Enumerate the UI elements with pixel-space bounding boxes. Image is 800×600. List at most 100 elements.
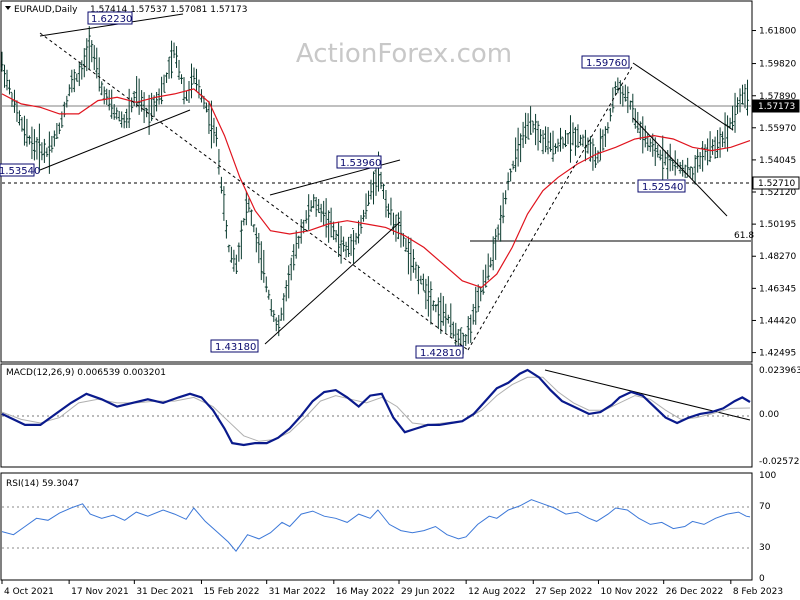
price-bar [359,215,363,234]
price-bar [252,224,256,233]
price-bar [364,193,368,220]
price-bar [638,121,642,141]
price-bar [75,73,79,82]
price-bar [127,88,131,128]
price-tick-label: 1.55970 [759,124,796,134]
price-bar [82,48,86,78]
price-bar [521,121,525,148]
price-bar [593,147,597,168]
trendline-downtrend-dashed [39,32,469,351]
price-bar [561,136,565,149]
trendlines [39,13,751,421]
price-bar [501,192,505,224]
trendline-fall-upper [632,62,734,131]
price-bar [122,114,126,129]
price-bar [22,115,26,146]
price-bar [673,150,677,176]
price-bar [192,67,196,85]
price-bar [466,316,470,344]
price-bar [5,69,9,91]
rsi-header: RSI(14) 59.3047 [6,479,79,489]
price-bar [287,265,291,299]
price-bar [257,232,261,264]
price-bar [259,241,263,281]
price-axis: 1.61800 1.59820 1.57890 1.55970 1.54045 1.521… [752,27,796,359]
price-bars [0,26,750,359]
label-low-1-5354: 1.53540 [0,163,40,177]
price-bar [369,179,373,200]
collapse-triangle-icon[interactable] [5,6,11,10]
price-bar [17,110,21,126]
watermark: ActionForex.com [296,39,512,69]
price-bar [698,151,702,169]
svg-text:1.43180: 1.43180 [215,342,256,353]
price-bar [274,317,278,332]
price-bar [486,253,490,281]
date-tick-label: 17 Nov 2021 [71,587,129,597]
price-bar [613,81,617,95]
price-bar [194,68,198,91]
price-bar [307,194,311,230]
price-bar [237,242,241,262]
price-bar [399,210,403,248]
price-tick-label: 1.54045 [759,156,796,166]
price-tick-label: 1.46345 [759,284,796,294]
price-bar [531,120,535,133]
svg-text:1.42810: 1.42810 [420,348,461,359]
price-bar [55,122,59,139]
price-bar [474,286,478,325]
price-bar [354,232,358,245]
price-bar [247,198,251,213]
price-bar [718,127,722,158]
date-tick-label: 4 Oct 2021 [4,587,54,597]
price-bar [476,284,480,312]
price-bar [10,91,14,107]
price-bar [716,130,720,159]
price-bar [234,254,238,275]
price-bar [578,134,582,146]
price-bar [219,176,223,194]
price-bar [656,145,660,158]
price-bar [132,90,136,106]
price-bar [451,321,455,339]
price-bar [189,63,193,99]
price-bar [30,126,34,160]
price-bar [150,92,154,122]
macd-axis: 0.023963 0.00 -0.025726 [759,366,800,467]
price-header: EURAUD,Daily 1.57414 1.57537 1.57081 1.5… [5,5,247,15]
macd-panel-frame [0,363,753,468]
price-bar [294,230,298,259]
price-bar [556,138,560,152]
price-bar [167,56,171,79]
price-bar [499,205,503,242]
price-tick-label: 1.50195 [759,220,796,230]
price-bar [481,269,485,295]
price-bar [671,159,675,171]
price-bar [87,26,91,70]
price-bar [618,80,622,105]
price-bar [713,136,717,159]
price-bar [227,244,231,253]
price-bar [559,127,563,152]
price-bar [32,129,36,161]
price-bar [332,221,336,240]
price-bar [342,236,346,252]
price-bar [97,57,101,92]
price-bar [598,128,602,162]
price-bar [269,299,273,317]
price-bar [374,163,378,196]
label-low-1-5254: 1.52540 [637,179,686,193]
price-bar [217,148,221,175]
price-bar [429,281,433,325]
price-bar [2,64,6,88]
price-bar [222,186,226,221]
price-bar [626,86,630,114]
price-bar [581,134,585,147]
price-bar [40,142,44,161]
price-bar [746,79,750,116]
price-bar [289,255,293,281]
date-axis: 4 Oct 2021 17 Nov 2021 31 Dec 2021 15 Feb 2… [1,580,783,597]
price-bar [50,135,54,153]
price-bar [357,220,361,244]
price-bar [568,115,572,163]
